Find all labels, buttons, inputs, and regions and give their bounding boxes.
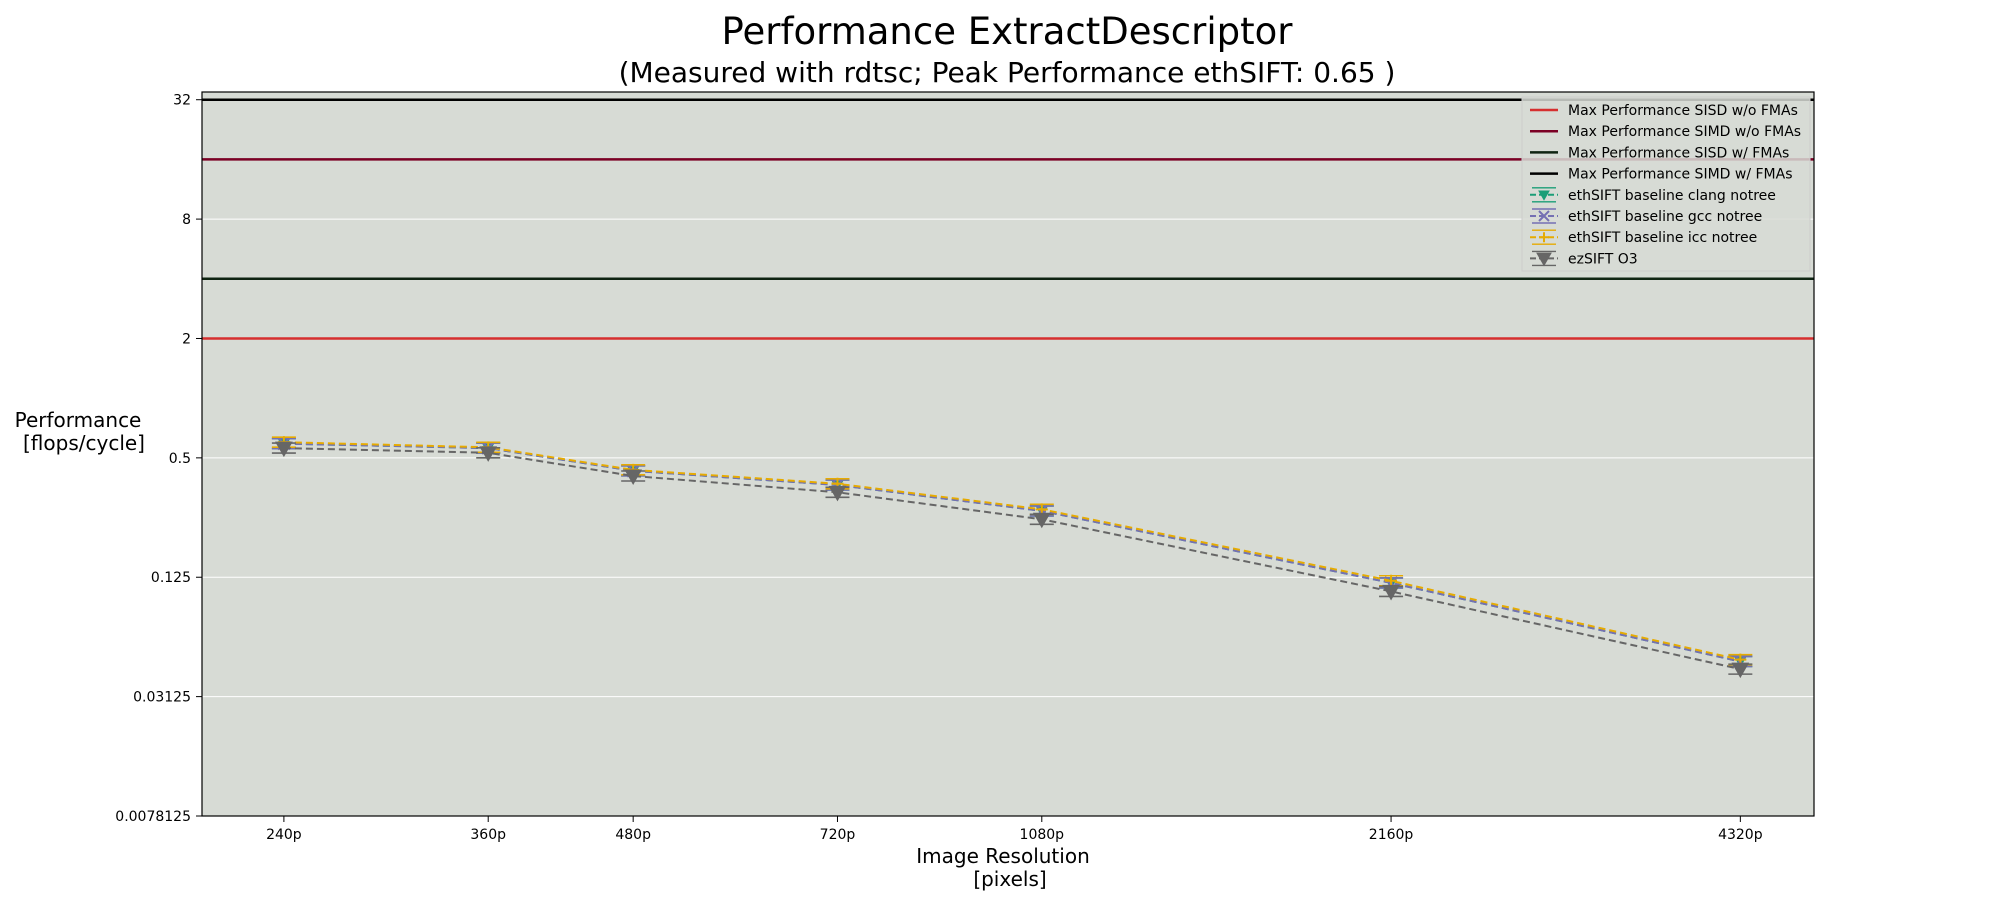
x-tick-label: 720p — [820, 827, 856, 843]
x-axis-ticks: 240p 360p 480p 720p 1080p 2160p 4320p — [266, 816, 1763, 843]
legend-label: Max Performance SISD w/o FMAs — [1568, 103, 1798, 119]
legend-label: Max Performance SIMD w/ FMAs — [1568, 167, 1793, 183]
data-point — [1538, 190, 1550, 201]
data-point — [1385, 574, 1398, 587]
legend-box — [1521, 96, 1811, 272]
y-tick-label: 32 — [173, 93, 191, 109]
legend-entry: Max Performance SIMD w/o FMAs — [1530, 124, 1801, 140]
x-tick-label: 240p — [266, 827, 302, 843]
data-point — [1731, 662, 1750, 679]
data-point — [828, 485, 847, 502]
x-tick-label: 480p — [615, 827, 651, 843]
legend-entry: ethSIFT baseline clang notree — [1530, 187, 1776, 204]
legend-label: Max Performance SIMD w/o FMAs — [1568, 124, 1801, 140]
y-tick-label: 0.0078125 — [115, 809, 191, 825]
legend-entry: ethSIFT baseline gcc notree — [1530, 208, 1762, 225]
legend-entry: Max Performance SISD w/o FMAs — [1530, 103, 1798, 119]
legend-label: ethSIFT baseline gcc notree — [1568, 209, 1762, 225]
data-series — [271, 436, 1753, 679]
legend-label: ethSIFT baseline clang notree — [1568, 188, 1776, 204]
legend-error-bar — [1532, 187, 1556, 203]
y-tick-label: 8 — [182, 212, 191, 228]
y-tick-label: 0.5 — [169, 451, 191, 467]
y-axis-ticks: 32 8 2 0.5 0.125 0.03125 0.0078125 — [115, 93, 202, 825]
legend-entry: Max Performance SIMD w/ FMAs — [1530, 167, 1793, 183]
legend-error-bar — [1532, 229, 1556, 245]
data-point — [1536, 252, 1552, 267]
legend-error-bar — [1532, 208, 1556, 224]
y-axis-label-line1: Performance — [15, 408, 142, 432]
legend-label: Max Performance SISD w/ FMAs — [1568, 145, 1789, 161]
legend-label: ezSIFT O3 — [1568, 251, 1638, 267]
x-tick-label: 360p — [470, 827, 506, 843]
x-tick-label: 1080p — [1020, 827, 1065, 843]
legend-entry: ethSIFT baseline icc notree — [1530, 229, 1757, 246]
y-tick-label: 0.03125 — [133, 690, 191, 706]
data-point — [1539, 232, 1549, 243]
y-tick-label: 0.125 — [151, 570, 191, 586]
x-axis-label-line1: Image Resolution — [916, 844, 1090, 868]
x-tick-label: 2160p — [1369, 827, 1414, 843]
chart-title: Performance ExtractDescriptor — [722, 10, 1294, 53]
y-tick-label: 2 — [182, 331, 191, 347]
data-point — [1382, 584, 1400, 601]
data-point — [1538, 210, 1550, 222]
y-axis-label-line2: [flops/cycle] — [23, 431, 145, 455]
x-tick-label: 4320p — [1718, 827, 1763, 843]
legend-entry: ezSIFT O3 — [1530, 250, 1638, 267]
x-axis-label-line2: [pixels] — [973, 867, 1046, 891]
legend: Max Performance SISD w/o FMAs Max Perform… — [1521, 96, 1811, 272]
legend-entry: Max Performance SISD w/ FMAs — [1530, 145, 1789, 161]
plot-frame — [201, 91, 1815, 817]
data-point — [479, 446, 498, 462]
data-point — [275, 441, 293, 458]
data-point — [624, 469, 643, 486]
data-point — [1032, 512, 1051, 529]
series — [271, 441, 1753, 679]
chart-subtitle: (Measured with rdtsc; Peak Performance e… — [619, 56, 1396, 89]
legend-label: ethSIFT baseline icc notree — [1568, 230, 1757, 246]
